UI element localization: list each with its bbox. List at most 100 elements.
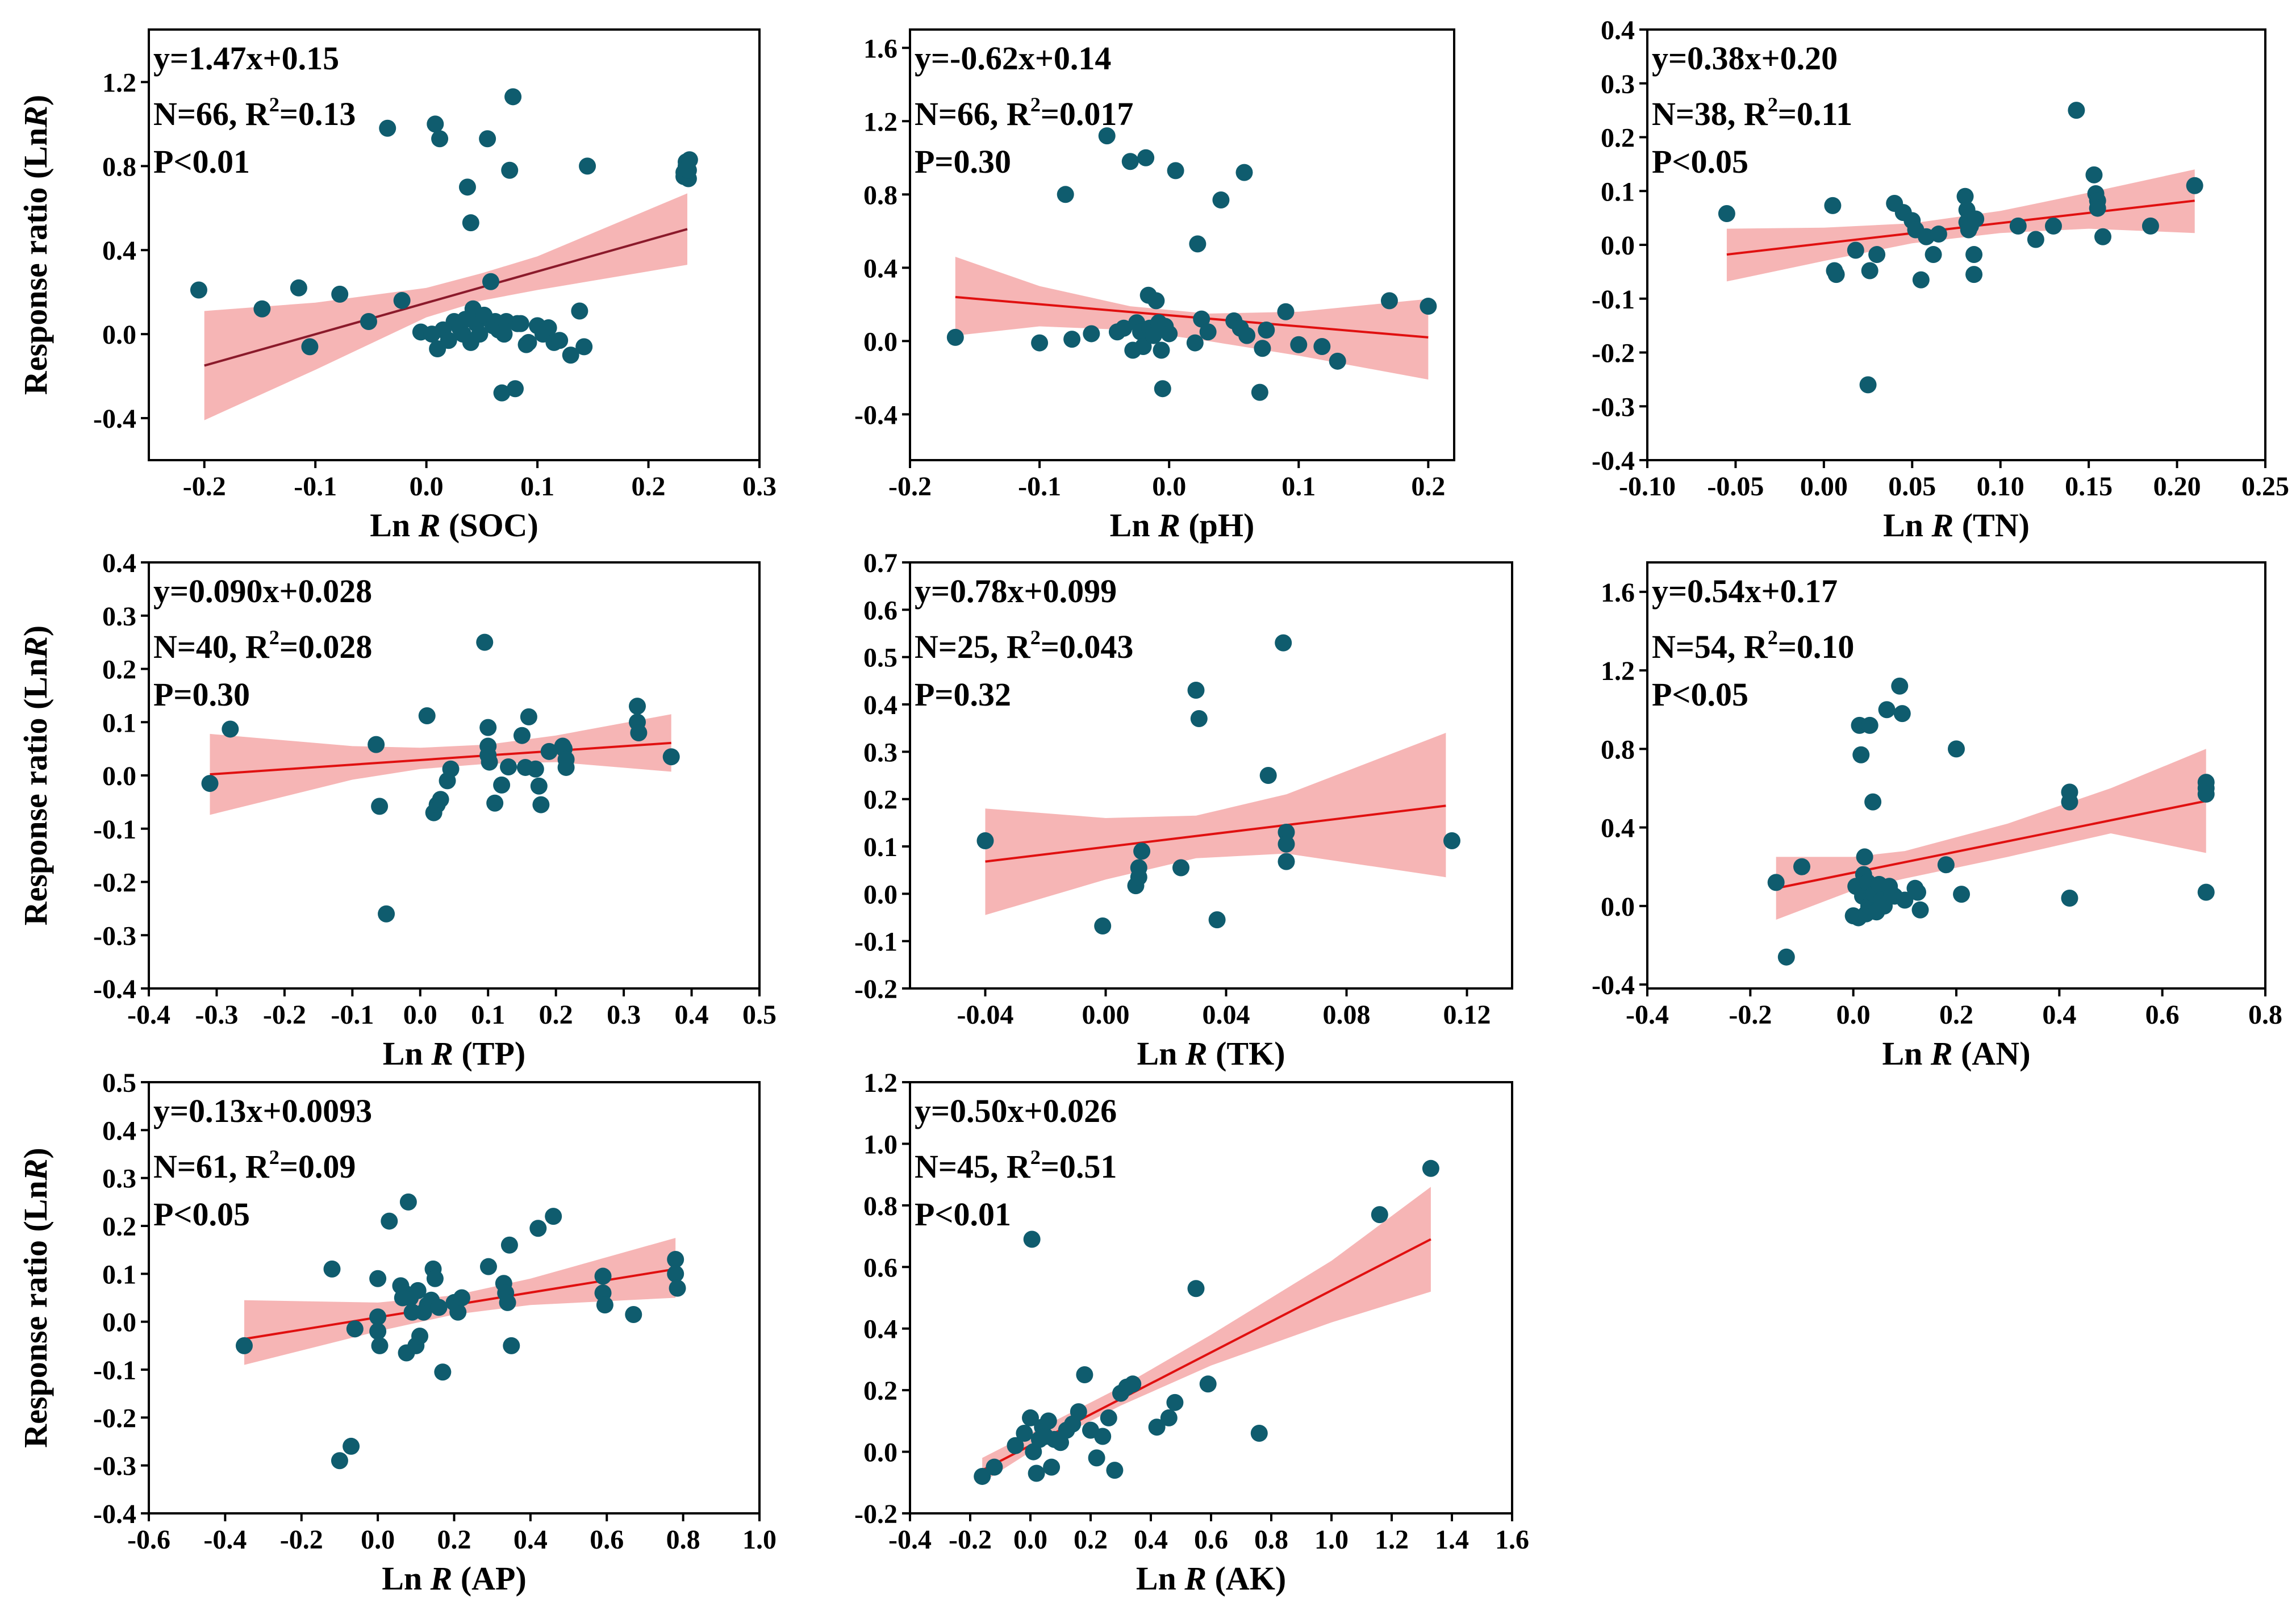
data-point [290,279,307,297]
x-tick-label: -0.04 [957,1000,1014,1030]
data-point [1793,858,1810,875]
data-point [1193,310,1210,328]
x-tick-label: 0.12 [1443,1000,1491,1030]
data-point [499,1294,516,1311]
y-tick-label: 0.6 [863,595,897,625]
data-point [507,380,524,398]
data-point [500,1236,518,1254]
y-tick-label: 0.8 [863,180,897,210]
panel-tn: -0.10 -0.05 0.00 0.05 0.10 0.15 0.20 0.25 -0.4 -0… [1592,15,2289,544]
data-point [1167,162,1184,180]
data-point [409,1282,427,1299]
x-axis-title: Ln R (AK) [1136,1560,1286,1597]
data-point [596,1296,613,1314]
y-tick-label: 0.2 [863,1376,897,1406]
x-tick-label: 0.4 [514,1525,548,1555]
x-axis-title: Ln R (TP) [383,1035,525,1072]
data-point [399,1193,417,1211]
x-tick-label: 0.3 [607,1000,641,1030]
data-point [986,1458,1003,1476]
data-point [2085,166,2103,183]
data-point [1380,292,1398,310]
data-point [1166,1393,1184,1411]
p-value-label: P<0.05 [1652,676,1748,713]
y-tick-label: -0.4 [1592,446,1635,476]
y-tick-label: -0.3 [1592,392,1635,422]
data-point [1115,319,1133,337]
y-tick-label: -0.1 [93,1355,136,1386]
data-point [1250,1425,1268,1442]
y-tick-label: 1.6 [1601,578,1635,608]
x-tick-label: 0.8 [666,1525,700,1555]
data-point [504,88,522,106]
x-tick-label: 0.4 [1134,1525,1168,1555]
y-axis-title: Response ratio (LnR) [17,95,54,395]
x-tick-label: -0.3 [195,1000,238,1030]
data-point [235,1337,253,1354]
y-tick-label: 0.3 [102,1164,136,1194]
data-point [1925,246,1942,264]
data-point [1930,226,1947,243]
y-tick-label: -0.4 [93,404,136,434]
data-point [482,273,499,290]
data-point [1190,710,1208,727]
y-tick-label: 0.4 [863,690,897,720]
y-tick-label: 0.0 [1601,231,1635,261]
x-tick-label: 0.2 [632,472,666,502]
data-point [575,338,593,356]
y-tick-label: 0.1 [102,1259,136,1290]
regression-equation: y=0.50x+0.026 [915,1092,1117,1129]
data-point [1275,634,1292,652]
x-axis-title: Ln R (TN) [1883,507,2030,544]
data-point [1965,246,1983,264]
y-tick-label: 0.4 [1601,813,1635,844]
data-point [369,1322,387,1340]
p-value-label: P=0.30 [153,676,250,713]
y-tick-label: -0.2 [854,1499,897,1529]
data-point [2094,228,2112,245]
y-tick-label: 1.2 [863,1068,897,1098]
x-tick-label: -0.10 [1619,472,1676,502]
data-point [1254,340,1271,357]
data-point [379,119,396,137]
data-point [471,326,489,343]
x-tick-label: -0.1 [1018,472,1061,502]
data-point [1148,1418,1166,1436]
data-point [453,1289,470,1307]
data-point [1031,334,1049,352]
x-tick-label: 0.08 [1323,1000,1371,1030]
data-point [540,319,557,337]
data-point [1235,164,1253,181]
x-tick-label: -0.2 [183,472,226,502]
data-point [1313,338,1331,356]
data-point [1937,856,1955,874]
x-tick-label: -0.4 [888,1525,932,1555]
data-point [1868,246,1886,264]
data-point [343,1437,360,1455]
x-tick-label: 0.2 [1939,1000,1973,1030]
data-point [1824,197,1842,214]
data-point [440,332,457,349]
data-point [434,1363,452,1381]
x-tick-label: 0.5 [742,1000,777,1030]
data-point [430,1299,448,1316]
data-point [551,332,569,349]
data-point [360,312,377,330]
data-point [540,742,558,760]
x-tick-label: 1.4 [1435,1525,1469,1555]
data-point [346,1320,364,1338]
data-point [2009,217,2027,235]
x-axis-title: Ln R (SOC) [370,507,538,544]
y-tick-label: -0.2 [93,868,136,898]
x-tick-label: 0.4 [2042,1000,2076,1030]
x-axis-title: Ln R (AP) [382,1560,527,1597]
y-tick-label: 0.3 [102,602,136,632]
data-point [458,178,476,196]
x-tick-label: 0.1 [520,472,554,502]
data-point [1861,262,1878,279]
regression-equation: y=1.47x+0.15 [153,40,339,77]
y-tick-label: 0.4 [102,1116,136,1146]
data-point [1189,235,1207,253]
data-point [1023,1230,1041,1248]
x-tick-label: 0.0 [410,472,444,502]
